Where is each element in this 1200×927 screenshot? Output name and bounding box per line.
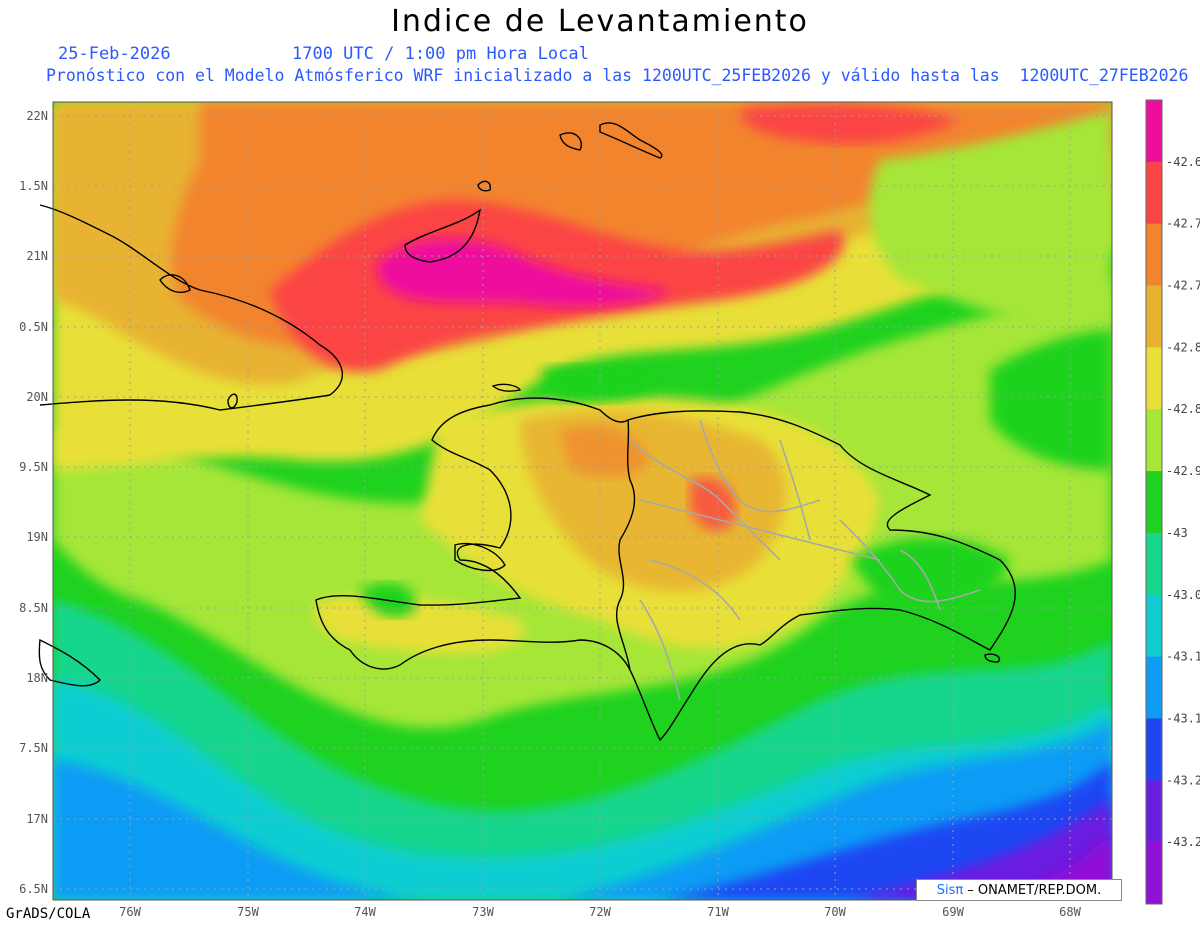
- jamaica-coast: [38, 638, 101, 687]
- colorbar-label: -42.8: [1166, 340, 1200, 354]
- colorbar-label: -43.0: [1166, 588, 1200, 602]
- coastlines: [38, 122, 1016, 742]
- lat-label: 20N: [26, 390, 48, 404]
- forecast-date: 25-Feb-2026: [58, 44, 171, 64]
- colorbar-swatch: [1146, 161, 1162, 225]
- colorbar-swatch: [1146, 532, 1162, 596]
- cuba-coast: [39, 204, 343, 411]
- colorbar-swatch: [1146, 594, 1162, 658]
- bahamas-6: [227, 393, 238, 409]
- colorbar-label: -42.7: [1166, 279, 1200, 293]
- dr-haiti-border: [615, 419, 636, 671]
- lat-label: 18N: [26, 671, 48, 685]
- grads-credit: GrADS/COLA: [6, 906, 91, 922]
- colorbar-swatch: [1146, 471, 1162, 534]
- colorbar-swatch: [1146, 718, 1162, 781]
- colorbar-label: -43.2: [1166, 835, 1200, 849]
- lat-label: 19N: [26, 530, 48, 544]
- colorbar-label: -43: [1166, 526, 1188, 540]
- field-layer: [53, 102, 1112, 900]
- bahamas-1: [404, 208, 481, 263]
- colorbar-label: -42.7: [1166, 217, 1200, 231]
- bahamas-5: [159, 274, 191, 293]
- colorbar-frame: [1145, 99, 1163, 905]
- lon-label: 68W: [1059, 905, 1081, 919]
- latitude-axis: 22N 1.5N 21N 0.5N 20N 9.5N 19N 8.5N 18N …: [19, 109, 48, 896]
- map-title: Indice de Levantamiento: [391, 4, 809, 39]
- colorbar-swatch: [1146, 223, 1162, 287]
- colorbar-swatch: [1146, 285, 1162, 348]
- lon-label: 76W: [119, 905, 141, 919]
- lat-label: 21N: [26, 249, 48, 263]
- colorbar-label: -43.1: [1166, 650, 1200, 664]
- lon-label: 70W: [824, 905, 846, 919]
- watermark-text: – ONAMET/REP.DOM.: [967, 882, 1102, 898]
- lon-label: 74W: [354, 905, 376, 919]
- forecast-time: 1700 UTC / 1:00 pm Hora Local: [292, 44, 589, 64]
- bahamas-4: [477, 180, 492, 192]
- lat-label: 9.5N: [19, 460, 48, 474]
- gonave-island: [454, 542, 506, 572]
- lon-label: 73W: [472, 905, 494, 919]
- bahamas-2: [559, 132, 582, 151]
- colorbar-swatch: [1146, 347, 1162, 410]
- hispaniola-coast: [315, 397, 1016, 742]
- lat-label: 0.5N: [19, 320, 48, 334]
- lat-label: 22N: [26, 109, 48, 123]
- sispi-logo: Sisπ: [936, 882, 964, 898]
- longitude-axis: 76W 75W 74W 73W 72W 71W 70W 69W 68W: [119, 905, 1081, 919]
- plot-frame: [52, 101, 1113, 901]
- lon-label: 75W: [237, 905, 259, 919]
- colorbar: -42.6 -42.7 -42.7 -42.8 -42.8 -42.9 -43 -43.0 -4…: [1145, 99, 1200, 905]
- lat-label: 1.5N: [19, 179, 48, 193]
- colorbar-label: -42.9: [1166, 464, 1200, 478]
- lat-label: 8.5N: [19, 601, 48, 615]
- tortuga-island: [491, 383, 522, 392]
- bahamas-3: [599, 122, 663, 159]
- colorbar-swatch: [1146, 100, 1162, 163]
- lat-label: 6.5N: [19, 882, 48, 896]
- lat-label: 17N: [26, 812, 48, 826]
- colorbar-swatch: [1146, 409, 1162, 472]
- province-boundaries: [629, 419, 981, 701]
- colorbar-label: -42.6: [1166, 155, 1200, 169]
- colorbar-swatch: [1146, 656, 1162, 719]
- forecast-description: Pronóstico con el Modelo Atmósferico WRF…: [46, 66, 1189, 85]
- lon-label: 69W: [942, 905, 964, 919]
- colorbar-label: -43.1: [1166, 711, 1200, 725]
- saona-island: [984, 653, 1001, 663]
- colorbar-swatch: [1146, 842, 1162, 905]
- lon-label: 72W: [589, 905, 611, 919]
- colorbar-label: -43.2: [1166, 773, 1200, 787]
- lon-label: 71W: [707, 905, 729, 919]
- colorbar-label: -42.8: [1166, 402, 1200, 416]
- lat-label: 7.5N: [19, 741, 48, 755]
- colorbar-swatch: [1146, 780, 1162, 843]
- onamet-watermark: Sisπ – ONAMET/REP.DOM.: [916, 879, 1122, 901]
